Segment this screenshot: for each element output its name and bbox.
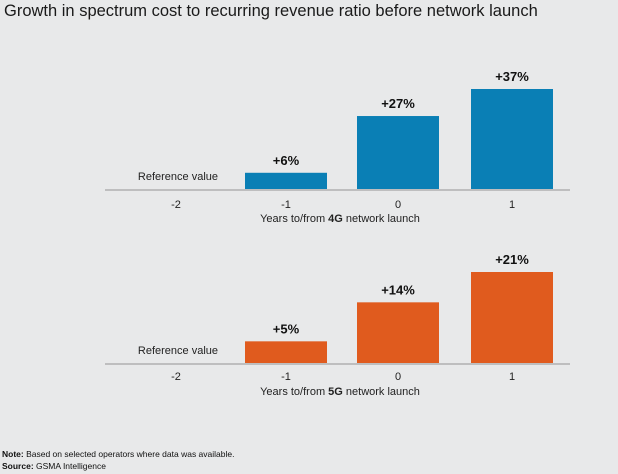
source-line: Source: GSMA Intelligence xyxy=(2,460,234,472)
x-axis-label-prefix: Years to/from xyxy=(260,213,328,225)
x-axis-label-technology: 5G xyxy=(328,386,343,398)
x-axis-label: Years to/from 5G network launch xyxy=(260,386,420,398)
data-label: +27% xyxy=(381,96,415,111)
x-axis-label-technology: 4G xyxy=(328,213,343,225)
footnotes: Note: Based on selected operators where … xyxy=(2,448,234,472)
source-text: GSMA Intelligence xyxy=(33,461,106,471)
reference-value-label: Reference value xyxy=(138,345,218,357)
source-label: Source: xyxy=(2,461,34,471)
x-tick-label: -2 xyxy=(171,371,181,383)
x-tick-label: -1 xyxy=(281,371,291,383)
note-line: Note: Based on selected operators where … xyxy=(2,448,234,460)
x-axis-label-prefix: Years to/from xyxy=(260,386,328,398)
note-text: Based on selected operators where data w… xyxy=(23,449,235,459)
bar-1 xyxy=(471,89,553,189)
data-label: +37% xyxy=(495,69,529,84)
chart-panel-4g: Reference value -2 +6% -1 +27% 0 +37% 1 Years to… xyxy=(105,69,570,225)
bar--1 xyxy=(245,172,327,189)
data-label: +5% xyxy=(273,321,300,336)
note-label: Note: xyxy=(2,449,24,459)
x-tick-label: 0 xyxy=(395,371,401,383)
x-axis-label-suffix: network launch xyxy=(343,386,420,398)
x-tick-label: 1 xyxy=(509,371,515,383)
reference-value-label: Reference value xyxy=(138,171,218,183)
chart-panel-5g: Reference value -2 +5% -1 +14% 0 +21% 1 Years to… xyxy=(105,252,570,398)
x-tick-label: 0 xyxy=(395,199,401,211)
x-tick-label: -1 xyxy=(281,199,291,211)
bar-1 xyxy=(471,272,553,363)
bar--1 xyxy=(245,341,327,363)
chart-title: Growth in spectrum cost to recurring rev… xyxy=(4,2,538,20)
x-axis-label-suffix: network launch xyxy=(343,213,420,225)
chart-area: Reference value -2 +6% -1 +27% 0 +37% 1 Years to… xyxy=(105,69,570,398)
bar-0 xyxy=(357,302,439,363)
x-tick-label: 1 xyxy=(509,199,515,211)
bar-0 xyxy=(357,116,439,189)
data-label: +6% xyxy=(273,153,300,168)
x-tick-label: -2 xyxy=(171,199,181,211)
x-axis-label: Years to/from 4G network launch xyxy=(260,213,420,225)
data-label: +21% xyxy=(495,252,529,267)
data-label: +14% xyxy=(381,282,415,297)
